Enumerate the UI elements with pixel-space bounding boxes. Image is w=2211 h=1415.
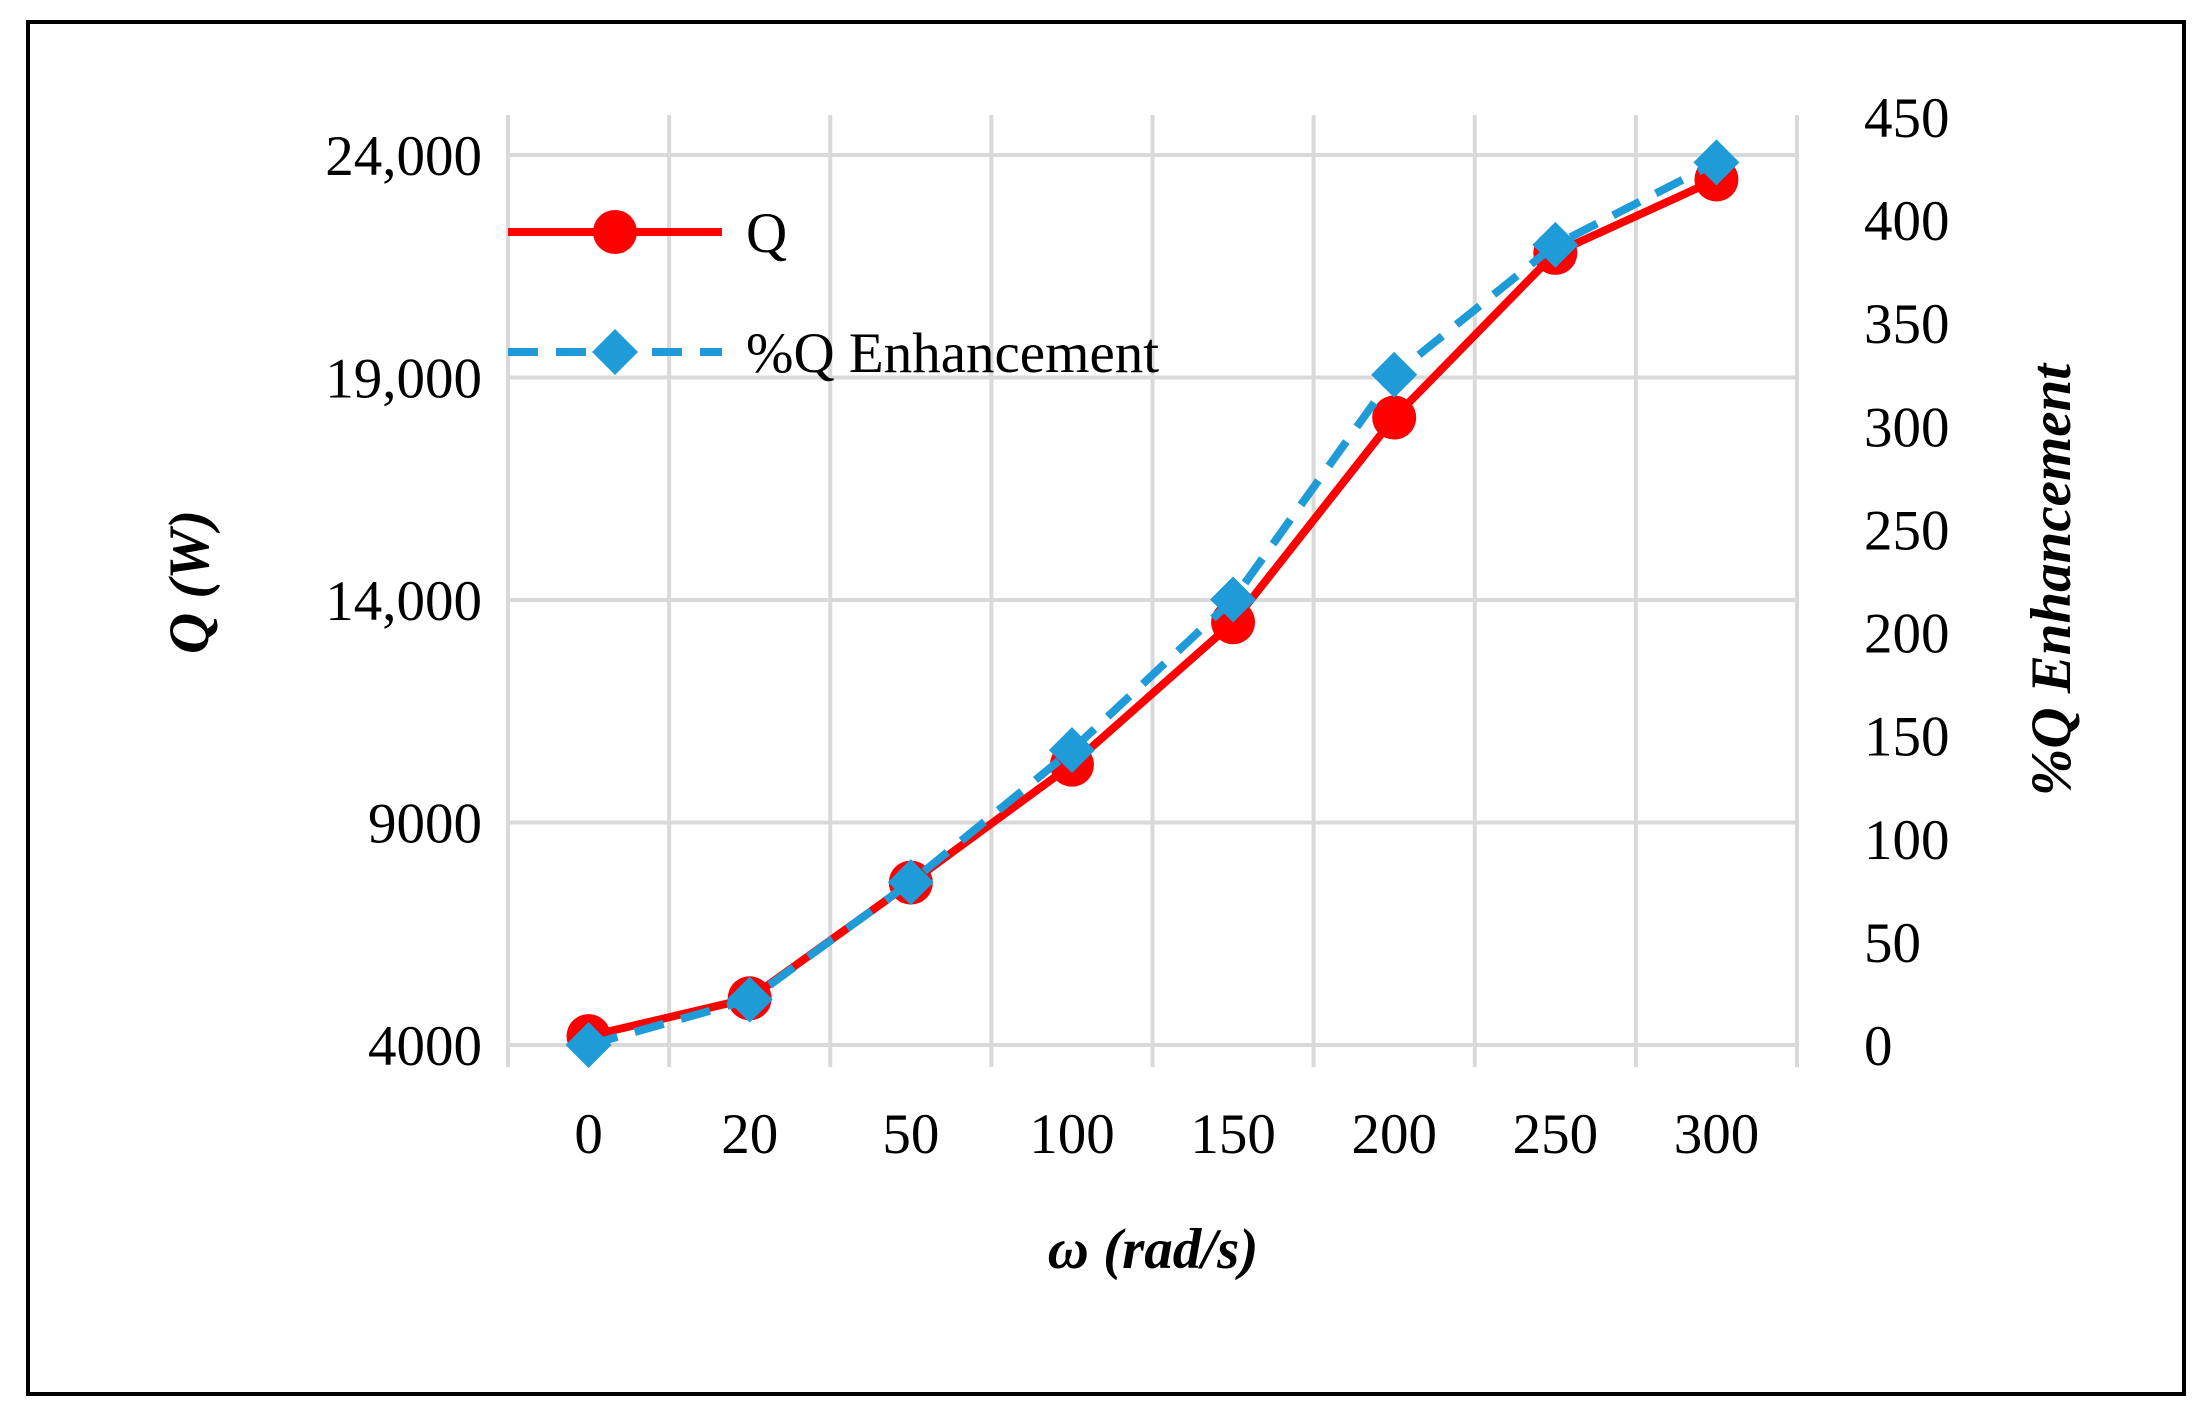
y-right-tick-label: 200 [1864,603,1950,666]
x-tick-label: 250 [1513,1103,1599,1166]
y-right-tick-label: 100 [1864,809,1950,872]
y-right-tick-label: 150 [1864,706,1950,769]
data-point-diamond [1210,576,1257,623]
data-point-diamond [1532,221,1579,268]
y-left-tick-label: 14,000 [325,570,482,633]
data-point-diamond [565,1022,612,1068]
y-right-tick-label: 0 [1864,1015,1893,1078]
x-tick-label: 200 [1351,1103,1437,1166]
data-point-diamond [726,976,773,1023]
y-left-tick-label: 4000 [368,1015,482,1078]
legend-label: %Q Enhancement [746,322,1159,385]
legend-item: Q [508,202,787,265]
y-right-axis-title: %Q Enhancement [2020,362,2083,796]
data-point-diamond [887,859,934,906]
y-right-tick-label: 250 [1864,499,1950,562]
data-point-diamond [1048,727,1095,774]
y-left-axis-title: Q (W) [158,510,221,654]
y-left-tick-label: 9000 [368,793,482,856]
y-right-tick-label: 50 [1864,912,1921,975]
x-tick-label: 20 [721,1103,778,1166]
grid-layer [506,115,1799,1067]
chart-frame: 4000 9000 14,000 19,000 24,000 0 50 100 150 200 25… [26,20,2186,1396]
series-line [587,158,1719,1049]
data-point-diamond [1371,351,1418,398]
legend: Q %Q Enhancement [508,202,1159,385]
y-right-tick-label: 350 [1864,293,1950,356]
legend-label: Q [746,202,787,265]
legend-item: %Q Enhancement [508,322,1159,385]
x-tick-label: 300 [1674,1103,1760,1166]
x-tick-label: 50 [882,1103,939,1166]
y-right-tick-label: 400 [1864,190,1950,253]
series-layer [565,139,1740,1068]
ticks-layer: 4000900014,00019,00024,00005010015020025… [325,87,1949,1166]
y-right-tick-label: 300 [1864,396,1950,459]
data-point-diamond [1693,139,1740,186]
x-tick-label: 150 [1190,1103,1276,1166]
data-point-circle [1372,395,1417,440]
chart-svg: 4000900014,00019,00024,00005010015020025… [158,87,2083,1281]
y-left-tick-label: 19,000 [325,348,482,411]
legend-marker-diamond [592,329,638,375]
y-left-tick-label: 24,000 [325,125,482,188]
x-tick-label: 0 [574,1103,603,1166]
legend-marker-circle [593,210,637,254]
y-right-tick-label: 450 [1864,87,1950,150]
x-tick-label: 100 [1029,1103,1115,1166]
x-axis-title: ω (rad/s) [1048,1218,1259,1281]
series-q-enhancement [565,139,1740,1068]
